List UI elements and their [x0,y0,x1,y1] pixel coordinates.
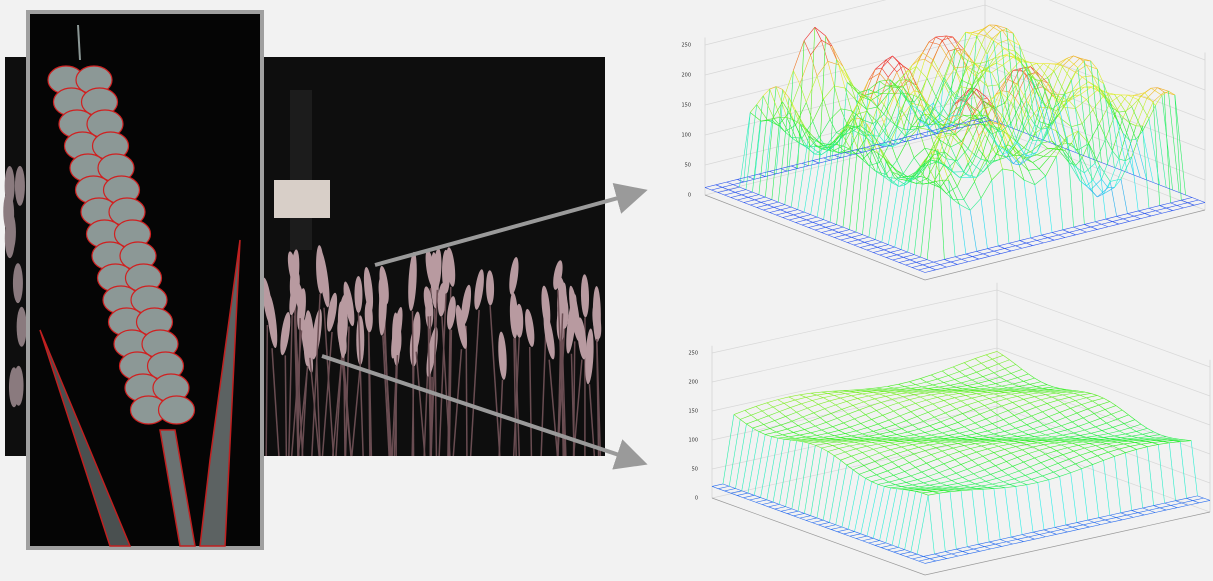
page: 050100150200250050100150200250 (() => { … [0,0,1213,581]
z-tick-label: 0 [688,193,691,199]
z-tick-label: 150 [681,103,691,109]
pole [290,90,312,250]
z-tick-label: 0 [695,496,698,502]
z-tick-label: 200 [681,73,691,79]
wheat-head [14,366,24,406]
color-chart [274,180,330,218]
wheat-head [17,307,27,347]
z-tick-label: 100 [681,133,691,139]
wheat-head [15,166,25,206]
z-tick-label: 50 [692,467,698,473]
z-tick-label: 50 [685,163,691,169]
wheat-head [5,212,15,252]
figure: 0 50 100 150 200 250 0 50 100 150 200 250 [0,0,1213,581]
spikelet [159,396,195,424]
stalk [285,355,286,456]
z-tick-label: 250 [688,351,698,357]
z-tick-label: 250 [681,43,691,49]
z-tick-label: 100 [688,438,698,444]
wheat-head [13,263,23,303]
z-tick-label: 200 [688,380,698,386]
wheat-head [5,166,15,206]
z-tick-label: 150 [688,409,698,415]
